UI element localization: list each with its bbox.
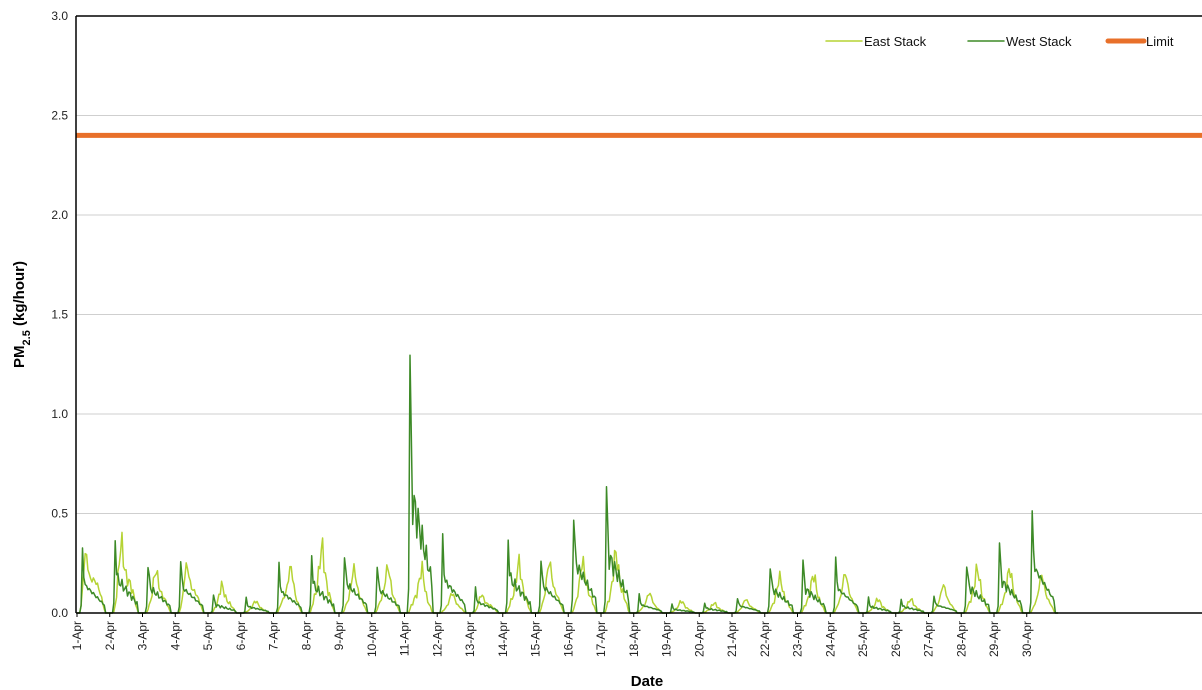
x-axis-title: Date	[631, 673, 664, 690]
legend-limit-label: Limit	[1146, 34, 1174, 49]
x-tick-label: 13-Apr	[463, 621, 477, 657]
x-tick-label: 21-Apr	[725, 621, 739, 657]
x-tick-label: 27-Apr	[922, 621, 936, 657]
x-tick-label: 20-Apr	[692, 621, 706, 657]
x-tick-label: 25-Apr	[856, 621, 870, 657]
legend: East Stack West Stack Limit	[825, 34, 1174, 49]
x-tick-labels: 1-Apr 2-Apr 3-Apr 4-Apr 5-Apr 6-Apr 7-Apr 8-Apr…	[70, 613, 1034, 657]
x-tick-label: 16-Apr	[561, 621, 575, 657]
x-tick-label: 19-Apr	[660, 621, 674, 657]
x-tick-label: 18-Apr	[627, 621, 641, 657]
x-tick-label: 10-Apr	[365, 621, 379, 657]
x-tick-label: 5-Apr	[201, 621, 215, 650]
x-tick-label: 22-Apr	[758, 621, 772, 657]
y-axis-title: PM2.5 (kg/hour)	[11, 261, 33, 368]
y-axis-title-sub: 2.5	[21, 330, 33, 345]
y-tick-label: 1.0	[51, 407, 68, 421]
x-tick-label: 6-Apr	[234, 621, 248, 650]
x-tick-label: 24-Apr	[823, 621, 837, 657]
gridlines	[76, 115, 1202, 514]
y-tick-label: 2.5	[51, 109, 68, 123]
x-tick-label: 29-Apr	[987, 621, 1001, 657]
x-tick-label: 12-Apr	[430, 621, 444, 657]
x-tick-label: 9-Apr	[332, 621, 346, 650]
x-tick-label: 30-Apr	[1020, 621, 1034, 657]
y-axis-title-unit: (kg/hour)	[11, 261, 28, 330]
y-tick-label: 0.0	[51, 606, 68, 620]
x-tick-label: 23-Apr	[791, 621, 805, 657]
x-tick-label: 26-Apr	[889, 621, 903, 657]
east-stack-line	[77, 531, 1059, 614]
y-tick-label: 3.0	[51, 9, 68, 23]
legend-east-stack-label: East Stack	[864, 34, 927, 49]
x-tick-label: 4-Apr	[168, 621, 182, 650]
y-axis-title-main: PM	[11, 345, 28, 368]
y-tick-labels: 0.0 0.5 1.0 1.5 2.0 2.5 3.0	[51, 9, 68, 620]
west-stack-line	[77, 354, 1059, 614]
x-tick-label: 15-Apr	[529, 621, 543, 657]
y-tick-label: 1.5	[51, 308, 68, 322]
x-tick-label: 8-Apr	[299, 621, 313, 650]
legend-west-stack-label: West Stack	[1006, 34, 1072, 49]
y-tick-label: 2.0	[51, 208, 68, 222]
x-tick-label: 28-Apr	[954, 621, 968, 657]
x-tick-label: 17-Apr	[594, 621, 608, 657]
y-tick-label: 0.5	[51, 507, 68, 521]
x-tick-label: 14-Apr	[496, 621, 510, 657]
series-layer	[76, 132, 1202, 614]
x-tick-label: 11-Apr	[398, 621, 412, 656]
x-tick-label: 2-Apr	[103, 621, 117, 650]
x-tick-label: 3-Apr	[136, 621, 150, 650]
x-tick-label: 1-Apr	[70, 621, 84, 650]
x-tick-label: 7-Apr	[267, 621, 281, 650]
axes	[75, 15, 1202, 614]
